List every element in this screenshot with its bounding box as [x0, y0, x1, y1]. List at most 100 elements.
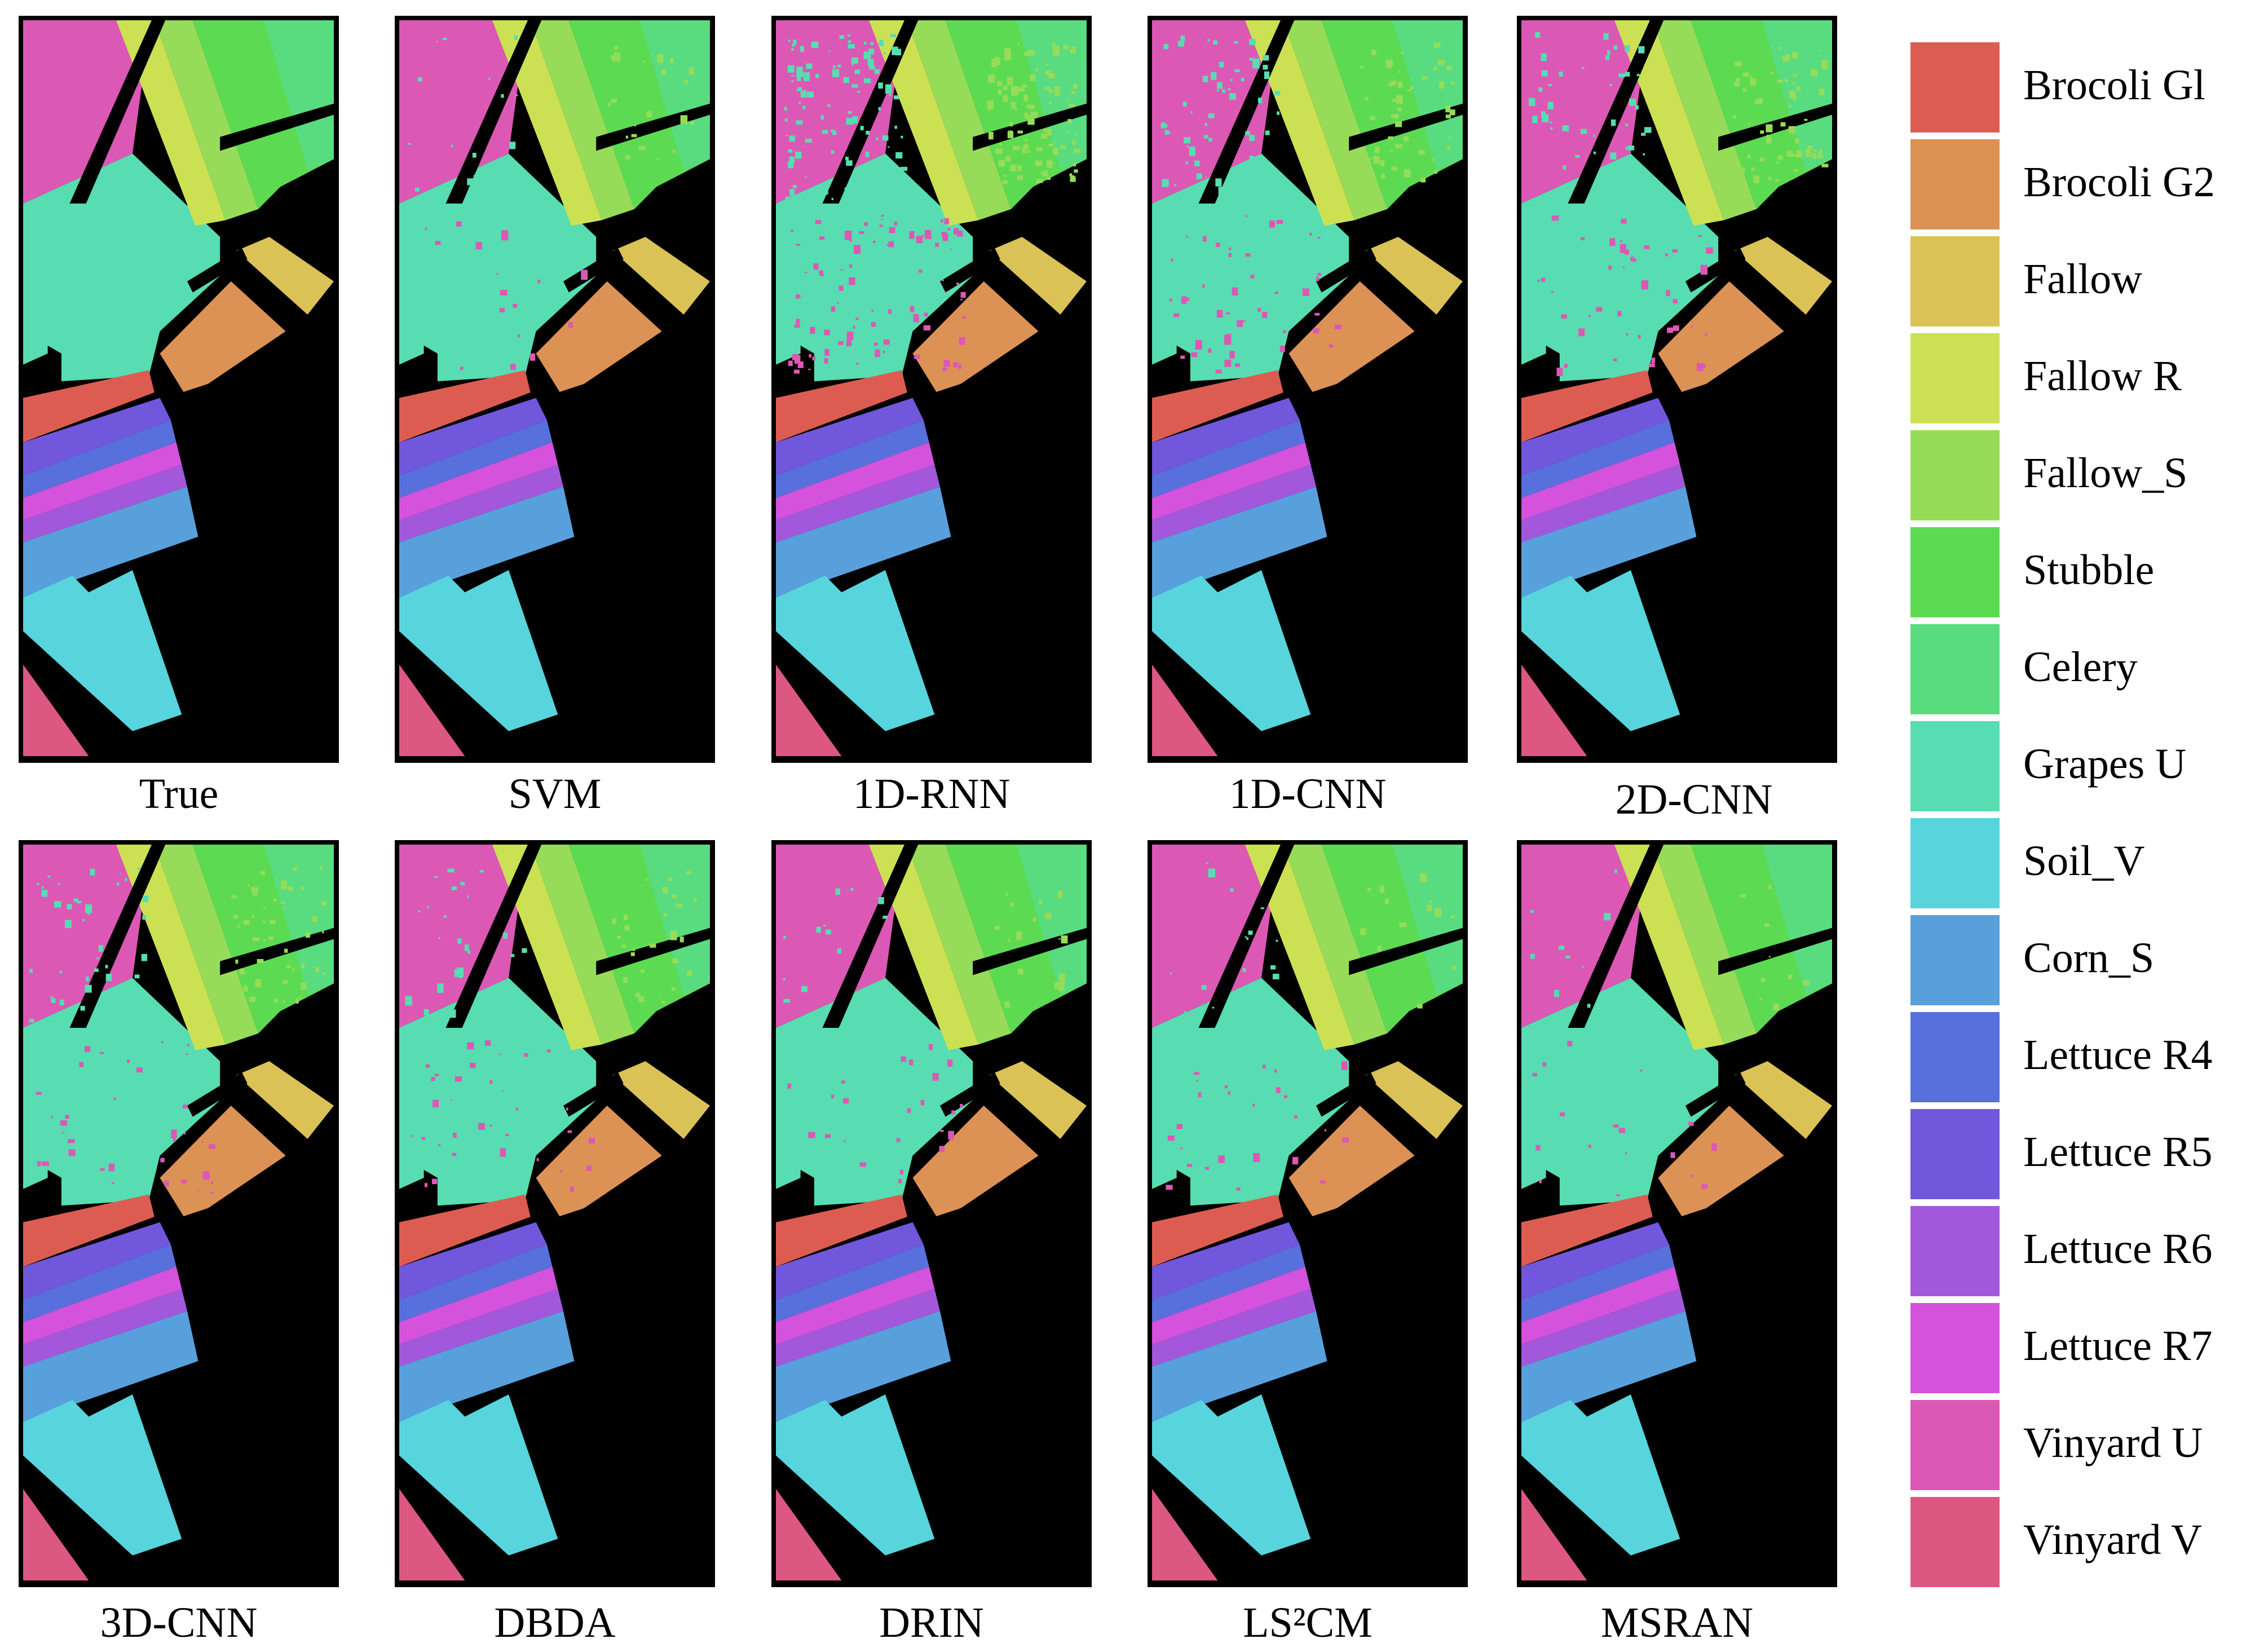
misclassified-pixel: [1017, 42, 1020, 46]
class-region: [236, 237, 334, 315]
class-region: [399, 1194, 531, 1267]
misclassified-pixel: [881, 215, 884, 217]
class-region: [399, 487, 575, 598]
misclassified-pixel: [689, 67, 694, 75]
misclassified-pixel: [1778, 155, 1783, 160]
map-panel-true: [19, 16, 339, 763]
classification-map: [1148, 16, 1468, 763]
misclassified-pixel: [536, 1158, 539, 1161]
misclassified-pixel: [1052, 148, 1058, 155]
misclassified-pixel: [518, 1017, 520, 1020]
misclassified-pixel: [1264, 178, 1269, 183]
misclassified-pixel: [1565, 956, 1570, 958]
misclassified-pixel: [261, 871, 266, 875]
classification-map: [1517, 840, 1837, 1587]
misclassified-pixel: [1256, 164, 1264, 170]
misclassified-pixel: [1162, 179, 1169, 187]
misclassified-pixel: [269, 920, 276, 925]
misclassified-pixel: [1380, 160, 1385, 166]
misclassified-pixel: [94, 968, 99, 972]
class-region: [868, 845, 978, 1050]
class-region: [1762, 845, 1832, 995]
classification-map: [395, 840, 715, 1587]
misclassified-pixel: [844, 230, 852, 240]
misclassified-pixel: [1804, 118, 1808, 121]
legend-item: Lettuce R6: [1910, 1206, 2255, 1296]
class-region: [776, 442, 935, 520]
misclassified-pixel: [80, 1006, 85, 1011]
misclassified-pixel: [1797, 150, 1803, 158]
misclassified-pixel: [879, 224, 883, 227]
misclassified-pixel: [864, 222, 868, 226]
misclassified-pixel: [1048, 73, 1056, 79]
misclassified-pixel: [1768, 956, 1771, 957]
misclassified-pixel: [119, 873, 121, 874]
misclassified-pixel: [1760, 978, 1766, 982]
misclassified-pixel: [1208, 138, 1212, 142]
class-region: [399, 442, 558, 520]
class-region: [1521, 1289, 1685, 1367]
misclassified-pixel: [1256, 171, 1261, 174]
misclassified-pixel: [1691, 325, 1693, 328]
misclassified-pixel: [513, 303, 518, 308]
misclassified-pixel: [239, 1001, 245, 1010]
misclassified-pixel: [1234, 41, 1239, 44]
class-region: [1152, 1289, 1316, 1367]
misclassified-pixel: [683, 79, 688, 83]
misclassified-pixel: [881, 219, 883, 220]
misclassified-pixel: [796, 120, 803, 125]
misclassified-pixel: [284, 948, 288, 953]
misclassified-pixel: [1445, 102, 1447, 104]
class-region: [1152, 845, 1281, 1028]
misclassified-pixel: [1641, 280, 1649, 290]
misclassified-pixel: [424, 1183, 428, 1187]
misclassified-pixel: [566, 1107, 568, 1111]
misclassified-pixel: [105, 974, 112, 982]
misclassified-pixel: [910, 306, 915, 312]
misclassified-pixel: [435, 241, 441, 245]
misclassified-pixel: [1025, 114, 1031, 120]
misclassified-pixel: [1211, 72, 1217, 80]
misclassified-pixel: [1202, 76, 1208, 82]
misclassified-pixel: [1053, 141, 1056, 143]
misclassified-pixel: [788, 360, 793, 366]
misclassified-pixel: [892, 46, 898, 55]
misclassified-pixel: [1228, 1091, 1230, 1095]
misclassified-pixel: [783, 935, 786, 939]
field-boundary: [69, 20, 166, 204]
class-region: [1521, 397, 1669, 476]
class-region: [907, 20, 1012, 220]
misclassified-pixel: [1753, 175, 1760, 183]
misclassified-pixel: [1528, 98, 1535, 106]
misclassified-pixel: [315, 966, 319, 973]
misclassified-pixel: [1625, 72, 1630, 77]
misclassified-pixel: [1016, 931, 1022, 940]
misclassified-pixel: [490, 1124, 492, 1127]
misclassified-pixel: [800, 46, 805, 52]
misclassified-pixel: [1240, 176, 1246, 180]
misclassified-pixel: [589, 1137, 595, 1144]
class-region: [1521, 487, 1697, 598]
panel-caption-svm: SVM: [508, 770, 602, 818]
misclassified-pixel: [235, 959, 239, 964]
misclassified-pixel: [1320, 1180, 1326, 1184]
misclassified-pixel: [801, 986, 807, 992]
misclassified-pixel: [959, 337, 965, 345]
misclassified-pixel: [473, 175, 478, 179]
misclassified-pixel: [796, 244, 801, 246]
misclassified-pixel: [844, 187, 848, 191]
legend-swatch: [1910, 527, 2000, 617]
misclassified-pixel: [660, 993, 662, 995]
class-region: [1152, 1194, 1283, 1267]
class-region: [1288, 281, 1415, 398]
misclassified-pixel: [783, 999, 790, 1003]
misclassified-pixel: [866, 131, 870, 135]
misclassified-pixel: [1448, 137, 1451, 139]
misclassified-pixel: [567, 1130, 572, 1133]
misclassified-pixel: [1538, 87, 1543, 92]
misclassified-pixel: [197, 1189, 200, 1191]
misclassified-pixel: [1010, 86, 1018, 96]
misclassified-pixel: [859, 231, 864, 235]
misclassified-pixel: [1377, 946, 1382, 952]
misclassified-pixel: [617, 935, 621, 939]
